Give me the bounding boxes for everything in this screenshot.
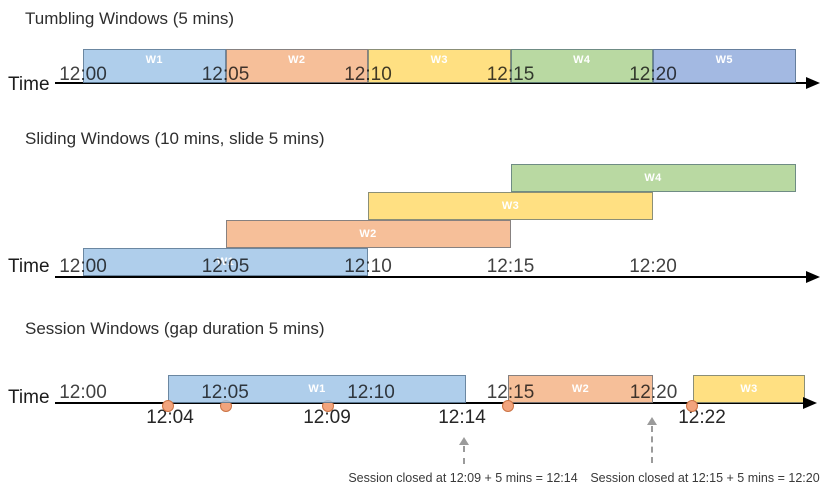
event-time-label: 12:22 [678, 407, 726, 428]
window-label: W1 [145, 54, 163, 66]
window-label: W4 [573, 54, 591, 66]
window-label: W3 [501, 200, 520, 212]
tick-label: 12:15 [486, 256, 535, 277]
window-label: W2 [359, 228, 377, 240]
annotation-arrow-stem [463, 446, 465, 464]
window-bar-w3 [368, 192, 653, 220]
window-label: W1 [308, 383, 326, 395]
event-time-label: 12:04 [146, 407, 194, 428]
timeline-arrowhead [806, 271, 820, 283]
window-bar-w3 [693, 375, 805, 403]
window-bar-w1 [83, 248, 368, 276]
tick-label: 12:05 [201, 382, 249, 403]
window-label: W4 [644, 172, 662, 184]
tick-label: 12:15 [486, 64, 535, 85]
window-bar-w3 [368, 49, 511, 83]
window-bar-w5 [653, 49, 796, 83]
tick-label: 12:10 [344, 256, 392, 277]
event-time-label: 12:14 [438, 407, 486, 428]
time-axis-label: Time [8, 74, 50, 95]
event-dot [220, 400, 232, 412]
window-label: W1 [216, 256, 235, 268]
tick-label: 12:00 [59, 382, 107, 403]
session-caption: Session closed at 12:09 + 5 mins = 12:14 [348, 471, 578, 485]
tick-label: 12:00 [59, 64, 107, 85]
time-axis-label: Time [8, 387, 50, 408]
window-bar-w2 [225, 220, 511, 248]
window-label: W3 [740, 383, 758, 395]
timeline-arrowhead [806, 77, 820, 89]
timeline [55, 276, 806, 278]
annotation-arrow-head [459, 437, 469, 445]
window-bar-w1 [168, 375, 466, 403]
window-bar-w1 [83, 49, 226, 83]
event-dot [686, 400, 698, 412]
event-dot [502, 400, 514, 412]
window-bar-w4 [510, 164, 796, 192]
window-bar-w2 [225, 49, 368, 83]
event-time-label: 12:09 [303, 407, 351, 428]
event-dot [162, 400, 174, 412]
annotation-arrow-head [647, 417, 657, 425]
window-label: W5 [715, 54, 733, 66]
tick-label: 12:10 [347, 382, 395, 403]
timeline [55, 82, 806, 84]
window-bar-w4 [510, 49, 653, 83]
tick-label: 12:05 [201, 256, 250, 277]
timeline [55, 402, 803, 404]
tick-label: 12:00 [59, 256, 107, 277]
section-title-session: Session Windows (gap duration 5 mins) [25, 319, 325, 338]
tick-label: 12:20 [629, 64, 677, 85]
tick-label: 12:05 [201, 64, 250, 85]
tick-label: 12:10 [344, 64, 392, 85]
timeline-arrowhead [803, 397, 817, 409]
window-label: W2 [571, 383, 590, 395]
section-title-tumbling: Tumbling Windows (5 mins) [25, 9, 235, 28]
window-label: W2 [288, 54, 306, 66]
tick-label: 12:20 [629, 382, 678, 403]
section-title-sliding: Sliding Windows (10 mins, slide 5 mins) [25, 129, 325, 148]
session-caption: Session closed at 12:15 + 5 mins = 12:20 [590, 471, 820, 485]
tick-label: 12:15 [486, 382, 535, 403]
annotation-arrow-stem [651, 426, 653, 463]
window-label: W3 [430, 54, 448, 66]
time-axis-label: Time [8, 256, 50, 277]
tick-label: 12:20 [629, 256, 677, 277]
window-bar-w2 [508, 375, 653, 403]
event-dot [322, 400, 334, 412]
